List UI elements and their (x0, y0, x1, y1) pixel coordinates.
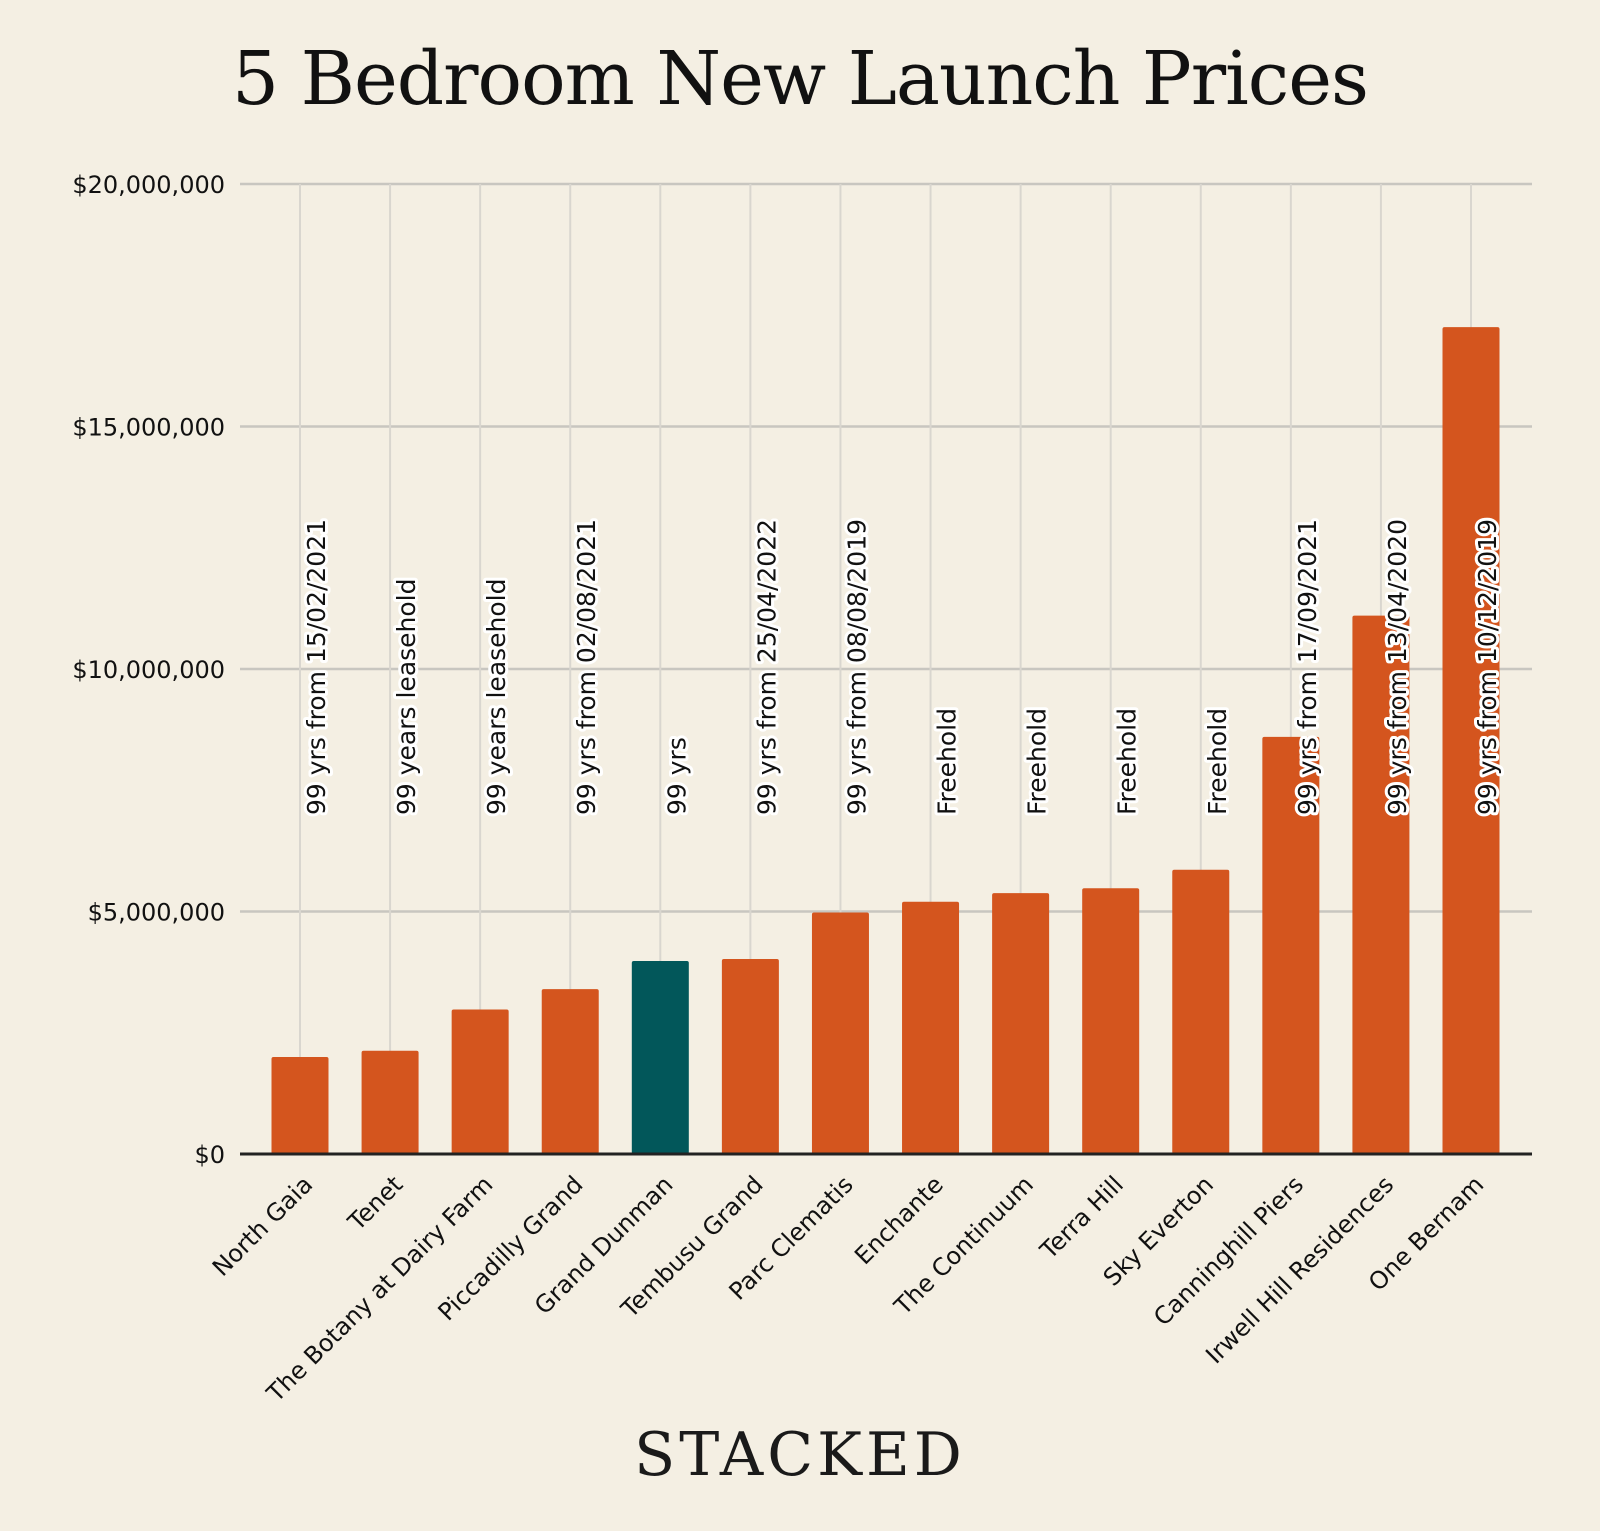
bar (271, 1057, 329, 1154)
bar (541, 989, 599, 1154)
bar-annotation: 99 yrs (662, 737, 691, 815)
bar (1082, 888, 1140, 1154)
bar-annotation: 99 yrs from 25/04/2022 (752, 519, 781, 815)
bar-annotation: 99 yrs from 02/08/2021 (572, 519, 601, 815)
bar-annotation: 99 years leasehold (392, 578, 421, 815)
y-tick-label: $0 (194, 1141, 225, 1169)
bar-annotation: Freehold (933, 708, 962, 815)
bar-annotation: 99 yrs from 15/02/2021 (302, 519, 331, 815)
x-tick-label: Canninghill Piers (1148, 1170, 1309, 1331)
bar (902, 901, 960, 1154)
bar (451, 1009, 509, 1154)
y-tick-label: $15,000,000 (72, 414, 225, 442)
y-tick-label: $10,000,000 (72, 656, 225, 684)
bar (811, 912, 869, 1154)
bar-annotation: 99 yrs from 10/12/2019 (1473, 519, 1502, 815)
bar-annotation: Freehold (1203, 708, 1232, 815)
y-tick-label: $20,000,000 (72, 171, 225, 199)
bar-annotation: 99 yrs from 13/04/2020 (1383, 519, 1412, 815)
bar (1352, 615, 1410, 1154)
x-tick-label: Terra Hill (1034, 1170, 1129, 1265)
y-tick-label: $5,000,000 (88, 899, 225, 927)
bar-annotation: Freehold (1113, 708, 1142, 815)
bar-annotation: Freehold (1023, 708, 1052, 815)
bar (992, 893, 1050, 1154)
bar (361, 1050, 419, 1154)
bar (1262, 736, 1320, 1154)
bar (1442, 327, 1500, 1154)
bar-highlight (631, 960, 689, 1154)
chart-title: 5 Bedroom New Launch Prices (232, 36, 1369, 122)
bar-annotation: 99 yrs from 17/09/2021 (1293, 519, 1322, 815)
bar (721, 959, 779, 1154)
brand-logo: STACKED (634, 1420, 966, 1490)
bar-annotation: 99 yrs from 08/08/2019 (842, 519, 871, 815)
bar (1172, 869, 1230, 1154)
bar-annotation: 99 years leasehold (482, 578, 511, 815)
x-tick-label: Tenet (342, 1170, 408, 1236)
x-tick-label: North Gaia (207, 1170, 318, 1281)
